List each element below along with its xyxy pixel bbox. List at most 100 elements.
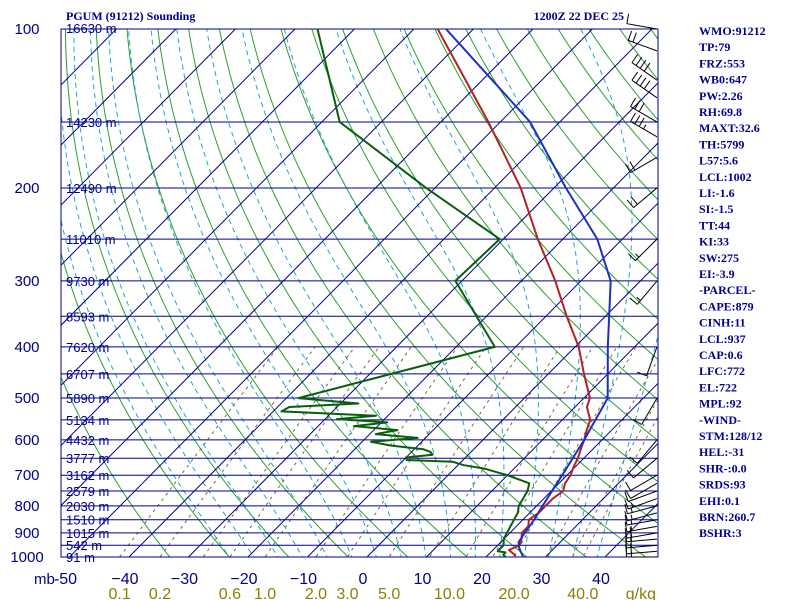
height-label: 5890 m xyxy=(66,391,109,406)
wind-barb-flag xyxy=(631,71,639,81)
wind-barb-flag xyxy=(638,117,645,127)
height-label: 14230 m xyxy=(66,115,117,130)
dry-adiabat-line xyxy=(61,376,171,557)
wind-barb-flag xyxy=(626,199,634,208)
height-label: 542 m xyxy=(66,538,102,553)
temperature-tick-label: −30 xyxy=(171,571,198,588)
wind-barb xyxy=(631,54,658,81)
height-label: 91 m xyxy=(66,550,95,565)
wind-barb xyxy=(630,112,658,138)
wind-barb xyxy=(625,482,658,499)
dewpoint-trace xyxy=(280,29,531,557)
wind-barb xyxy=(629,439,658,464)
mixing-ratio-tick-label: 10.0 xyxy=(434,586,465,600)
wind-barb-flag xyxy=(639,59,647,69)
height-label: 4432 m xyxy=(66,433,109,448)
wind-barb-flag xyxy=(630,112,636,122)
moist-adiabat-line xyxy=(73,29,279,557)
dry-adiabat-line xyxy=(95,29,350,557)
wind-barb-half-flag xyxy=(630,514,633,520)
mixing-ratio-tick-label: 1.0 xyxy=(254,586,276,600)
wind-barb xyxy=(626,187,658,208)
sounding-time: 1200Z 22 DEC 25 xyxy=(534,9,624,23)
wind-barb-flag xyxy=(624,499,629,510)
wind-barb-staff xyxy=(627,505,658,515)
temperature-tick-label: −20 xyxy=(230,571,257,588)
mixing-ratio-tick-label: 3.0 xyxy=(336,586,358,600)
stability-index: CINH:11 xyxy=(699,316,746,330)
plot-frame xyxy=(60,28,659,558)
wind-barb-flag xyxy=(625,489,631,499)
isobars xyxy=(60,28,659,558)
stability-index: -PARCEL- xyxy=(699,283,755,297)
wind-barb xyxy=(626,13,658,30)
wind-barb xyxy=(629,280,658,305)
wind-barb-half-flag xyxy=(630,525,633,531)
height-label: 1510 m xyxy=(66,513,109,528)
wind-barb xyxy=(631,71,658,99)
wind-barb-flag xyxy=(632,419,642,425)
wind-barb-flag xyxy=(624,511,628,521)
mixing-ratio-line xyxy=(264,346,412,557)
stability-index: MAXT:32.6 xyxy=(699,121,760,135)
wind-barb-staff xyxy=(635,238,658,262)
stability-index: EHI:0.1 xyxy=(699,494,740,508)
isotherm-line xyxy=(61,29,177,146)
wind-barb-flag xyxy=(625,163,631,173)
wind-barb-flag xyxy=(630,196,638,205)
mixing-ratio-line xyxy=(582,415,658,557)
mixing-ratio-line xyxy=(159,346,316,557)
dry-adiabat-line xyxy=(157,29,469,557)
stability-index: LCL:1002 xyxy=(699,170,752,184)
station-title: PGUM (91212) Sounding xyxy=(66,9,195,23)
temperature-tick-label: −10 xyxy=(290,571,317,588)
stability-index: EL:722 xyxy=(699,380,737,394)
wind-barb-staff xyxy=(630,482,658,499)
wind-barb-flag xyxy=(630,543,632,554)
stability-index: L57:5.6 xyxy=(699,154,738,168)
wind-barb-flag xyxy=(635,74,643,84)
wind-barb xyxy=(624,498,658,510)
pressure-tick-label: 100 xyxy=(14,21,39,38)
wind-barb xyxy=(624,527,658,539)
stability-index: FRZ:553 xyxy=(699,56,745,70)
wind-barb-flag xyxy=(626,13,630,24)
pressure-tick-label: 800 xyxy=(14,498,39,515)
wind-barb-staff xyxy=(636,439,658,464)
wind-barb-staff xyxy=(633,457,658,479)
wind-barb-staff xyxy=(630,474,658,491)
wind-barb xyxy=(625,543,658,555)
mixing-ratio-line xyxy=(465,346,594,557)
mixing-ratio-labels: 0.1 0.2 0.6 1.0 2.0 3.0 5.0 10.0 20.0 40.0 xyxy=(109,586,599,600)
height-label: 3162 m xyxy=(66,468,109,483)
wind-barb-flag xyxy=(629,456,638,464)
mixing-ratio-line xyxy=(202,346,356,557)
wind-barb xyxy=(630,97,658,123)
stability-index: CAP:0.6 xyxy=(699,348,743,362)
stability-index: SHR-:0.0 xyxy=(699,461,747,475)
wind-barb xyxy=(625,537,658,549)
temperature-tick-labels: -50 −40 −30 −20 −10 0 10 20 30 40 xyxy=(54,571,610,588)
dry-adiabat-line xyxy=(64,29,290,557)
wind-barb xyxy=(627,238,658,262)
isotherm-line xyxy=(61,29,534,507)
stability-index: PW:2.26 xyxy=(699,89,743,103)
wind-barb xyxy=(627,30,658,52)
dry-adiabat-line xyxy=(403,29,658,361)
temperature-tick-label: -50 xyxy=(54,571,77,588)
stability-index: LFC:772 xyxy=(699,364,745,378)
height-label: 2030 m xyxy=(66,499,109,514)
mixing-ratio-tick-label: 40.0 xyxy=(567,586,598,600)
stability-index: LI:-1.6 xyxy=(699,186,735,200)
wind-barb-staff xyxy=(631,62,658,81)
wind-barb-flag xyxy=(624,515,628,526)
height-label: 11010 m xyxy=(66,232,116,247)
pressure-tick-label: 500 xyxy=(14,390,39,407)
wind-barb-staff xyxy=(626,23,658,30)
pressure-tick-label: 700 xyxy=(14,467,39,484)
dry-adiabat-line xyxy=(465,29,658,281)
isotherm-line xyxy=(366,262,658,557)
temperature-tick-label: 20 xyxy=(473,571,491,588)
wind-barb-flag xyxy=(624,521,628,532)
isotherm-line xyxy=(544,442,658,557)
